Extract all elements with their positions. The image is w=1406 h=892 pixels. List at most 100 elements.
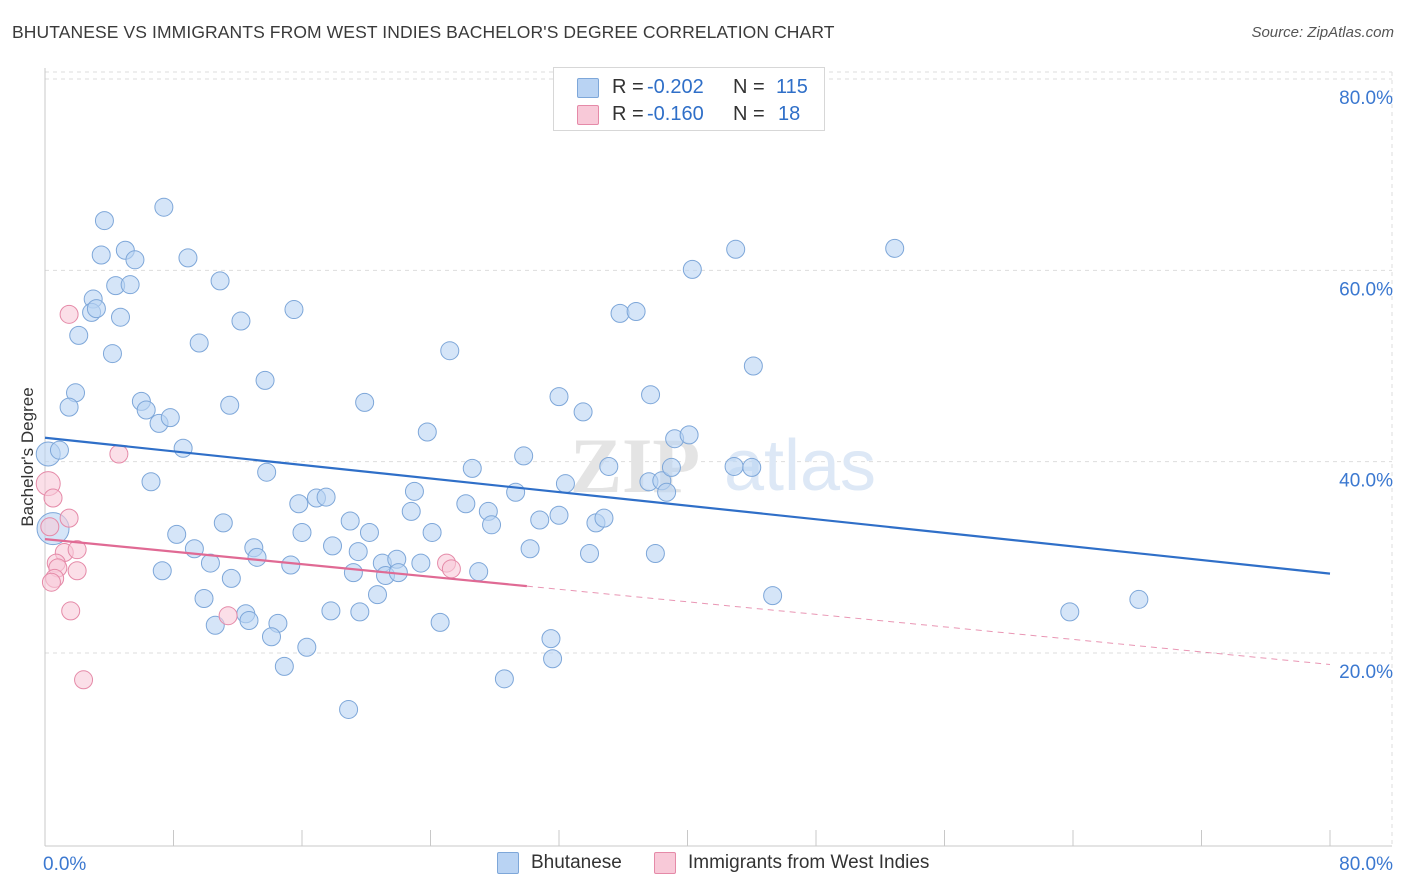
bhutanese-point: [543, 649, 563, 669]
r-label: R =: [612, 102, 644, 125]
bhutanese-point: [367, 585, 387, 605]
bhutanese-point: [59, 397, 79, 417]
bhutanese-point: [136, 400, 156, 420]
bhutanese-point: [599, 456, 619, 476]
west-indies-point: [67, 540, 87, 560]
r-label: R =: [612, 75, 644, 98]
west-indies-point: [61, 601, 81, 621]
bhutanese-point: [348, 542, 368, 562]
bhutanese-point: [289, 494, 309, 514]
bhutanese-point: [440, 341, 460, 361]
bhutanese-point: [541, 629, 561, 649]
west-indies-point: [67, 561, 87, 581]
bhutanese-point: [340, 511, 360, 531]
bhutanese-point: [549, 387, 569, 407]
bhutanese-point: [220, 395, 240, 415]
west-indies-point: [74, 670, 94, 690]
bhutanese-point: [641, 385, 661, 405]
bhutanese-point: [339, 699, 359, 719]
bhutanese-point: [1060, 602, 1080, 622]
y-tick-label: 60.0%: [1339, 279, 1393, 300]
bhutanese-point: [205, 615, 225, 635]
bhutanese-point: [742, 457, 762, 477]
bhutanese-point: [321, 601, 341, 621]
bhutanese-point: [657, 482, 677, 502]
legend-item-bhutanese[interactable]: Bhutanese: [497, 852, 622, 874]
bhutanese-point: [323, 536, 343, 556]
bhutanese-point: [189, 333, 209, 353]
bhutanese-point: [86, 299, 106, 319]
bhutanese-point: [743, 356, 763, 376]
bhutanese-point: [49, 440, 69, 460]
bhutanese-point: [297, 637, 317, 657]
bhutanese-point: [69, 325, 89, 345]
bhutanese-point: [355, 392, 375, 412]
y-tick-label: 40.0%: [1339, 471, 1393, 492]
bhutanese-point: [469, 562, 489, 582]
west-indies-point: [40, 517, 60, 537]
bhutanese-point: [661, 457, 681, 477]
bhutanese-point: [411, 553, 431, 573]
bhutanese-point: [350, 602, 370, 622]
stats-row-bhutanese: R = -0.202 N = 115: [554, 74, 824, 100]
bhutanese-point: [316, 487, 336, 507]
west-indies-trend-line: [44, 538, 527, 588]
bhutanese-point: [679, 425, 699, 445]
stats-box: R = -0.202 N = 115 R = -0.160 N = 18: [553, 67, 825, 131]
bhutanese-trend-line: [44, 436, 1331, 575]
x-tick-label: 0.0%: [43, 854, 86, 875]
bhutanese-point: [255, 370, 275, 390]
bhutanese-point: [125, 250, 145, 270]
bhutanese-point: [422, 522, 442, 542]
axes: [44, 68, 1392, 847]
bhutanese-point: [1129, 589, 1149, 609]
bhutanese-point: [430, 612, 450, 632]
bhutanese-point: [401, 501, 421, 521]
x-tick-label: 80.0%: [1339, 854, 1393, 875]
bhutanese-point: [160, 408, 180, 428]
bhutanese-point: [456, 494, 476, 514]
bhutanese-point: [530, 510, 550, 530]
bhutanese-point: [194, 588, 214, 608]
bhutanese-point: [231, 311, 251, 331]
tick-labels: 20.0% 40.0% 60.0% 80.0% 0.0% 80.0%: [43, 88, 1393, 875]
pink-swatch: [654, 852, 676, 874]
bhutanese-point: [343, 563, 363, 583]
west-indies-point: [218, 606, 238, 626]
west-indies-point: [43, 488, 63, 508]
blue-swatch: [497, 852, 519, 874]
west-indies-point: [41, 572, 61, 592]
bhutanese-point: [141, 472, 161, 492]
bhutanese-point: [645, 544, 665, 564]
bhutanese-point: [120, 275, 140, 295]
west-indies-point: [59, 304, 79, 324]
y-tick-label: 20.0%: [1339, 662, 1393, 683]
pink-swatch: [577, 105, 599, 125]
bhutanese-point: [110, 307, 130, 327]
trend-lines: [44, 436, 1331, 665]
bhutanese-point: [257, 462, 277, 482]
bhutanese-point: [200, 553, 220, 573]
legend: Bhutanese Immigrants from West Indies: [0, 852, 1406, 878]
stats-row-west-indies: R = -0.160 N = 18: [554, 101, 824, 127]
legend-item-west-indies[interactable]: Immigrants from West Indies: [654, 852, 929, 874]
bhutanese-point: [494, 669, 514, 689]
bhutanese-point: [173, 438, 193, 458]
bhutanese-point: [247, 547, 267, 567]
bhutanese-point: [292, 522, 312, 542]
bhutanese-point: [763, 586, 783, 606]
bhutanese-point: [210, 271, 230, 291]
bhutanese-point: [274, 656, 294, 676]
bhutanese-point: [91, 245, 111, 265]
r-value: -0.202: [647, 75, 704, 98]
bhutanese-point: [555, 474, 575, 494]
bhutanese-point: [580, 544, 600, 564]
bhutanese-point: [261, 627, 281, 647]
bhutanese-point: [221, 568, 241, 588]
bhutanese-point: [284, 300, 304, 320]
n-label: N =: [733, 102, 765, 125]
bhutanese-point: [682, 259, 702, 279]
west-indies-point: [441, 559, 461, 579]
bhutanese-point: [462, 458, 482, 478]
